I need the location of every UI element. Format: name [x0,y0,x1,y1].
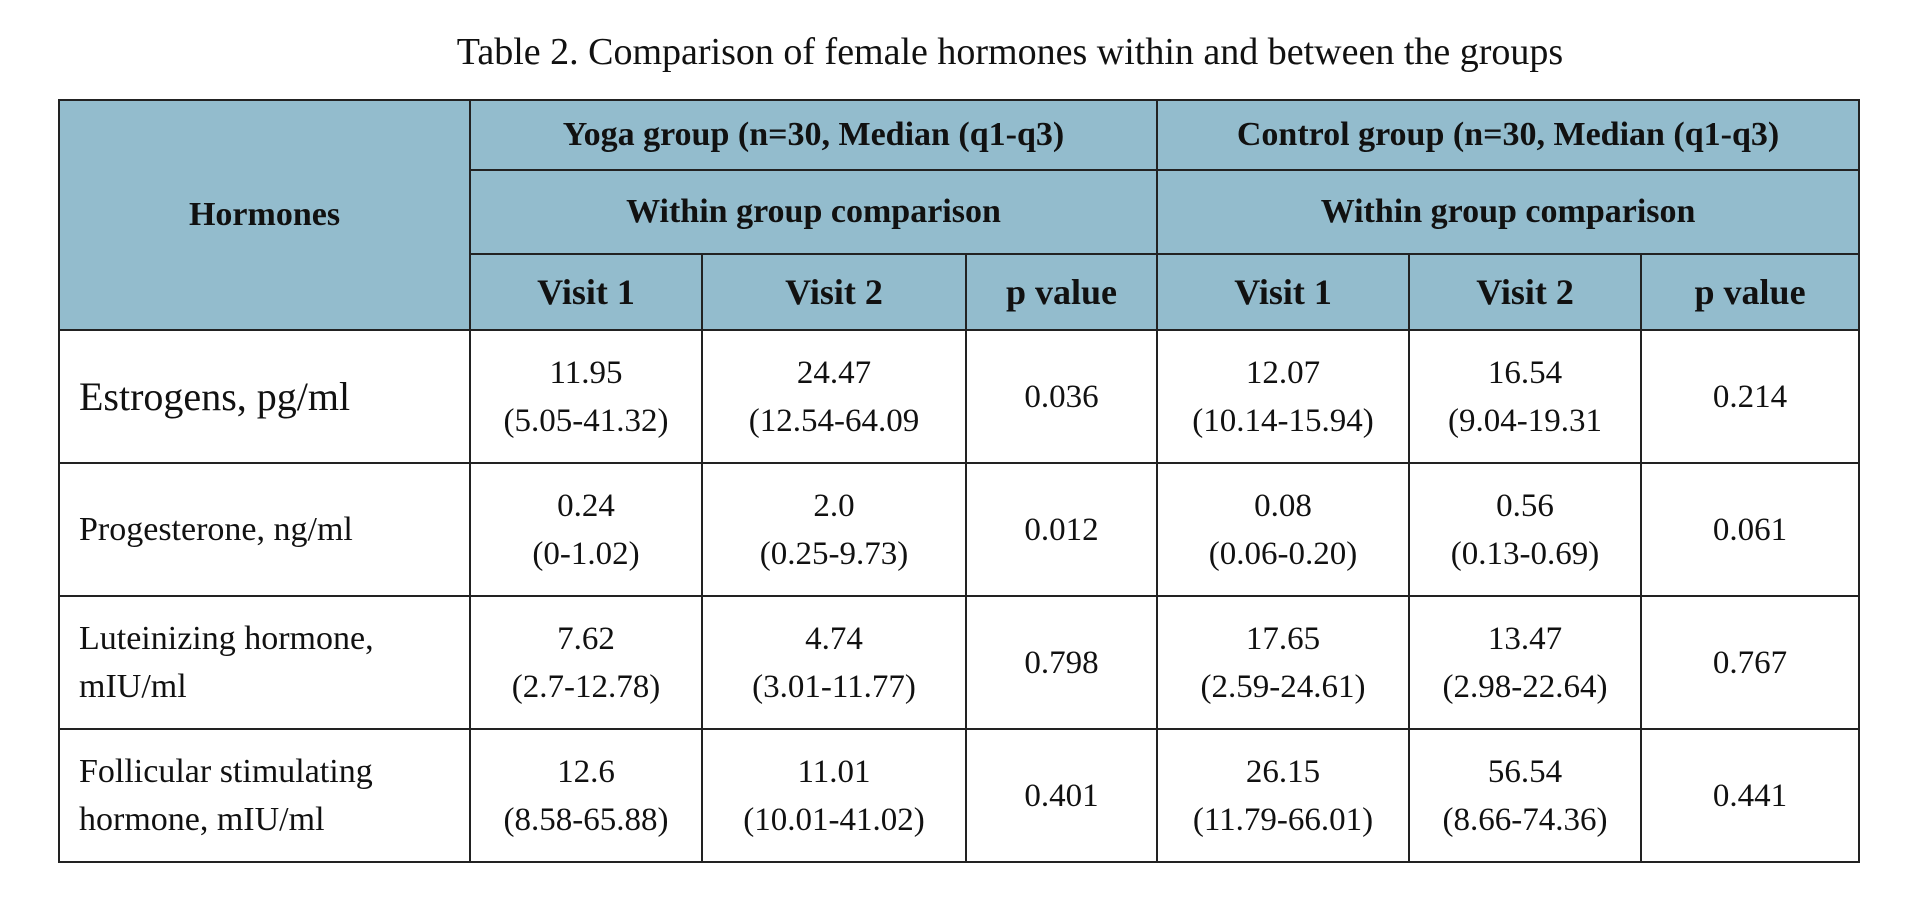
cell-yoga-visit2: 11.01 (10.01-41.02) [701,728,967,863]
median-value: 0.56 [1496,487,1554,524]
cell-control-visit2: 13.47 (2.98-22.64) [1408,595,1643,730]
table-row-progesterone: Progesterone, ng/ml 0.24 (0-1.02) 2.0 (0.2… [58,462,1861,597]
range-value: (8.66-74.36) [1442,801,1608,838]
header-row-comparison: Within group comparison Within group com… [59,169,1861,255]
cell-yoga-visit2: 4.74 (3.01-11.77) [701,595,967,730]
cell-yoga-visit1: 0.24 (0-1.02) [469,462,703,597]
range-value: (8.58-65.88) [503,801,669,838]
median-value: 0.08 [1254,487,1312,524]
header-row-visits: Visit 1 Visit 2 p value Visit 1 Visit 2 … [59,253,1861,331]
row-label: Luteinizing hormone, mIU/ml [58,595,471,730]
cell-control-visit1: 12.07 (10.14-15.94) [1156,329,1411,464]
cell-yoga-p: 0.401 [964,728,1159,863]
cell-control-p: 0.441 [1640,728,1861,863]
row-label-line2: mIU/ml [79,667,187,705]
median-value: 7.62 [557,620,615,657]
hormone-comparison-table: Hormones Yoga group (n=30, Median (q1-q3… [58,99,1861,863]
median-value: 0.24 [557,487,615,524]
header-control-within: Within group comparison [1156,169,1861,255]
median-value: 11.95 [549,354,623,391]
row-label-line1: Luteinizing hormone, [79,619,374,657]
range-value: (0.25-9.73) [759,535,909,572]
cell-yoga-visit1: 7.62 (2.7-12.78) [469,595,703,730]
range-value: (0.13-0.69) [1450,535,1600,572]
median-value: 12.07 [1245,354,1321,391]
range-value: (10.01-41.02) [743,801,925,838]
header-yoga-visit2: Visit 2 [701,253,967,331]
header-control-visit1: Visit 1 [1156,253,1411,331]
header-yoga-within: Within group comparison [468,169,1159,255]
cell-control-p: 0.061 [1640,462,1861,597]
median-value: 16.54 [1487,354,1563,391]
median-value: 56.54 [1487,753,1563,790]
range-value: (0.06-0.20) [1208,535,1358,572]
range-value: (10.14-15.94) [1192,402,1374,439]
cell-control-visit2: 56.54 (8.66-74.36) [1408,728,1643,863]
row-label: Estrogens, pg/ml [58,329,471,464]
cell-control-visit1: 17.65 (2.59-24.61) [1156,595,1411,730]
cell-control-visit2: 0.56 (0.13-0.69) [1408,462,1643,597]
table-row-follicular: Follicular stimulating hormone, mIU/ml 12… [58,728,1861,863]
median-value: 26.15 [1245,753,1321,790]
range-value: (0-1.02) [532,535,640,572]
cell-control-p: 0.214 [1640,329,1861,464]
cell-yoga-visit1: 12.6 (8.58-65.88) [469,728,703,863]
table-caption: Table 2. Comparison of female hormones w… [456,31,1564,73]
cell-yoga-visit2: 24.47 (12.54-64.09 [701,329,967,464]
cell-control-visit1: 26.15 (11.79-66.01) [1156,728,1411,863]
row-label: Progesterone, ng/ml [58,462,471,597]
cell-control-p: 0.767 [1640,595,1861,730]
row-label: Follicular stimulating hormone, mIU/ml [58,728,471,863]
table-row-estrogens: Estrogens, pg/ml 11.95 (5.05-41.32) 24.47… [58,329,1861,464]
header-yoga-visit1: Visit 1 [469,253,703,331]
header-hormones: Hormones [58,99,471,331]
header-control-visit2: Visit 2 [1408,253,1643,331]
median-value: 17.65 [1245,620,1321,657]
range-value: (11.79-66.01) [1192,801,1374,838]
header-control-group: Control group (n=30, Median (q1-q3) [1156,99,1861,171]
header-row-groups: Hormones Yoga group (n=30, Median (q1-q3… [58,99,1861,331]
header-yoga-group: Yoga group (n=30, Median (q1-q3) [468,99,1159,171]
range-value: (2.59-24.61) [1200,668,1366,705]
cell-yoga-p: 0.012 [964,462,1159,597]
range-value: (2.98-22.64) [1442,668,1608,705]
header-control-p: p value [1640,253,1861,331]
range-value: (9.04-19.31 [1448,402,1603,439]
table-row-luteinizing: Luteinizing hormone, mIU/ml 7.62 (2.7-12.7… [58,595,1861,730]
median-value: 11.01 [797,753,871,790]
median-value: 12.6 [557,753,615,790]
range-value: (12.54-64.09 [748,402,920,439]
median-value: 13.47 [1487,620,1563,657]
row-label-line1: Follicular stimulating [79,752,373,790]
median-value: 4.74 [805,620,863,657]
range-value: (3.01-11.77) [752,668,916,705]
cell-yoga-p: 0.036 [964,329,1159,464]
median-value: 24.47 [796,354,872,391]
cell-yoga-visit2: 2.0 (0.25-9.73) [701,462,967,597]
range-value: (2.7-12.78) [511,668,661,705]
range-value: (5.05-41.32) [503,402,669,439]
header-yoga-p: p value [964,253,1159,331]
cell-yoga-visit1: 11.95 (5.05-41.32) [469,329,703,464]
row-label-line2: hormone, mIU/ml [79,800,325,838]
cell-control-visit1: 0.08 (0.06-0.20) [1156,462,1411,597]
median-value: 2.0 [813,487,855,524]
cell-yoga-p: 0.798 [964,595,1159,730]
cell-control-visit2: 16.54 (9.04-19.31 [1408,329,1643,464]
